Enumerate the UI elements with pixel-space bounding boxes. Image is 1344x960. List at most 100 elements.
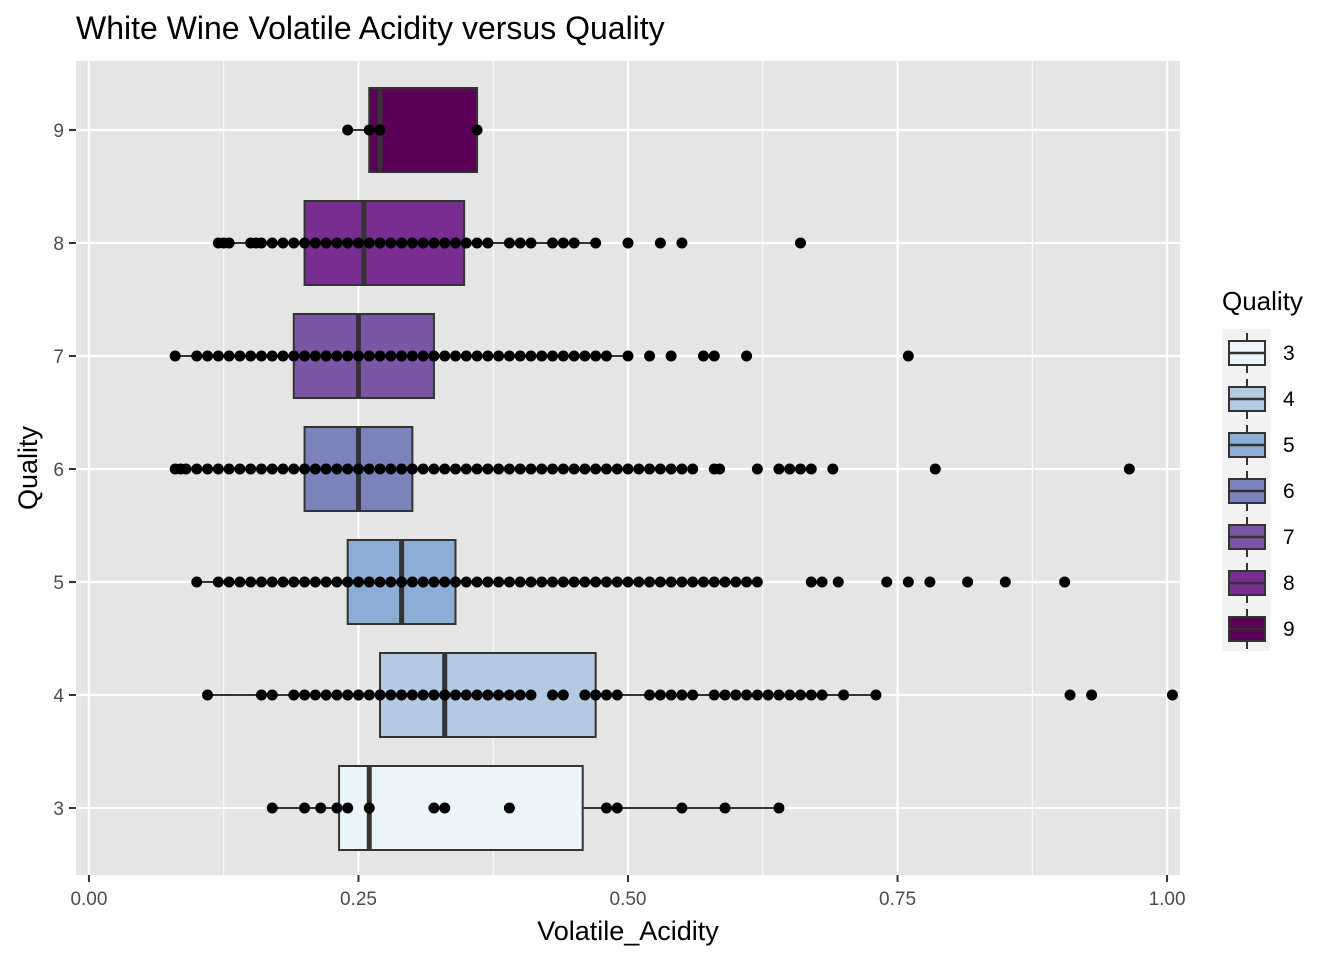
data-point (773, 689, 785, 701)
data-point (299, 350, 311, 362)
data-point (741, 576, 753, 588)
data-point (557, 689, 569, 701)
data-point (342, 802, 354, 814)
legend-label: 8 (1283, 572, 1295, 595)
data-point (600, 350, 612, 362)
data-point (999, 576, 1011, 588)
data-point (816, 689, 828, 701)
data-point (202, 463, 214, 475)
data-point (514, 463, 526, 475)
data-point (202, 689, 214, 701)
data-point (460, 350, 472, 362)
data-point (277, 237, 289, 249)
data-point (212, 576, 224, 588)
data-point (525, 237, 537, 249)
data-point (568, 350, 580, 362)
data-point (471, 689, 483, 701)
data-point (396, 689, 408, 701)
data-point (428, 350, 440, 362)
data-point (331, 237, 343, 249)
legend-label: 9 (1283, 618, 1295, 641)
data-point (352, 463, 364, 475)
data-point (816, 576, 828, 588)
data-point (557, 463, 569, 475)
data-point (687, 463, 699, 475)
data-point (929, 463, 941, 475)
data-point (471, 124, 483, 136)
data-point (654, 237, 666, 249)
legend-label: 5 (1283, 434, 1295, 457)
data-point (773, 802, 785, 814)
data-point (1059, 576, 1071, 588)
legend-title: Quality (1222, 286, 1303, 316)
y-tick-label: 7 (53, 347, 64, 368)
data-point (493, 350, 505, 362)
data-point (299, 463, 311, 475)
data-point (396, 350, 408, 362)
x-tick-label: 0.50 (610, 889, 647, 910)
data-point (665, 350, 677, 362)
data-point (482, 350, 494, 362)
data-point (795, 463, 806, 475)
data-point (277, 350, 289, 362)
data-point (374, 576, 386, 588)
data-point (439, 463, 451, 475)
data-point (600, 576, 612, 588)
data-point (600, 463, 612, 475)
data-point (255, 463, 267, 475)
data-point (805, 576, 817, 588)
data-point (234, 463, 246, 475)
data-point (644, 463, 656, 475)
data-point (881, 576, 893, 588)
data-point (288, 350, 300, 362)
data-point (676, 689, 688, 701)
data-point (439, 350, 451, 362)
data-point (255, 237, 267, 249)
data-point (795, 237, 806, 249)
data-point (352, 689, 364, 701)
data-point (374, 463, 386, 475)
data-point (191, 463, 203, 475)
data-point (805, 689, 817, 701)
data-point (622, 237, 634, 249)
y-axis-title: Quality (13, 425, 43, 510)
data-point (493, 689, 505, 701)
data-point (363, 576, 375, 588)
data-point (309, 350, 321, 362)
data-point (784, 689, 796, 701)
data-point (547, 350, 559, 362)
data-point (406, 463, 418, 475)
data-point (827, 463, 839, 475)
data-point (579, 576, 591, 588)
data-point (417, 237, 429, 249)
data-point (309, 689, 321, 701)
data-point (439, 576, 451, 588)
data-point (363, 689, 375, 701)
data-point (342, 689, 354, 701)
data-point (309, 237, 321, 249)
data-point (450, 237, 461, 249)
data-point (320, 350, 332, 362)
legend-label: 6 (1283, 480, 1295, 503)
data-point (245, 350, 257, 362)
data-point (417, 576, 429, 588)
x-tick-label: 0.25 (340, 889, 377, 910)
data-point (320, 237, 332, 249)
data-point (676, 802, 688, 814)
data-point (374, 237, 386, 249)
box-9 (368, 87, 479, 173)
data-point (514, 350, 526, 362)
data-point (503, 237, 515, 249)
box-3 (338, 765, 584, 851)
x-axis: 0.00 0.25 0.50 0.75 1.00 (70, 875, 1186, 910)
y-tick-label: 6 (53, 460, 64, 481)
data-point (676, 237, 688, 249)
data-point (352, 350, 364, 362)
data-point (1086, 689, 1098, 701)
data-point (471, 237, 483, 249)
data-point (450, 350, 461, 362)
data-point (460, 689, 472, 701)
data-point (180, 463, 192, 475)
data-point (687, 576, 699, 588)
